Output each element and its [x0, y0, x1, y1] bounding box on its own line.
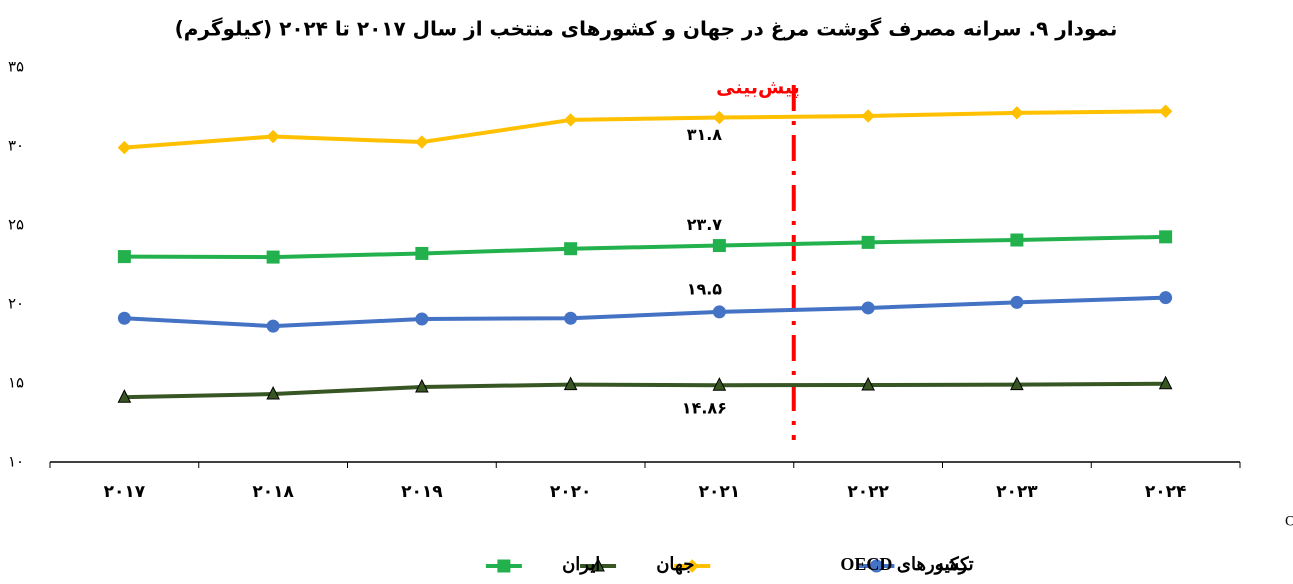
point	[712, 305, 726, 319]
point	[266, 250, 280, 264]
x-tick-label: ۲۰۲۰	[550, 482, 592, 502]
legend-label: کشورهای OECD	[840, 554, 969, 575]
point	[266, 129, 280, 144]
point	[564, 311, 578, 325]
point	[117, 140, 132, 155]
y-tick-label: ۱۵	[8, 374, 24, 392]
point	[712, 239, 726, 253]
point	[415, 246, 429, 260]
forecast-label: پیش‌بینی	[716, 77, 800, 99]
point	[861, 376, 875, 391]
point	[266, 385, 280, 400]
series-line	[124, 381, 1166, 400]
series-line	[124, 295, 1166, 329]
data-label: ۲۳.۷	[687, 215, 723, 234]
point	[563, 376, 578, 391]
point	[685, 559, 699, 573]
series-line	[124, 109, 1166, 150]
x-tick-label: ۲۰۱۹	[401, 482, 443, 502]
point	[266, 319, 280, 333]
point	[1010, 376, 1024, 391]
x-tick-label: ۲۰۲۲	[847, 482, 889, 502]
y-tick-label: ۳۰	[8, 137, 24, 155]
x-tick-label: ۲۰۱۷	[104, 482, 146, 502]
series-line	[124, 234, 1166, 260]
point	[497, 559, 511, 573]
point	[1159, 230, 1173, 244]
source: منبع داده‌ها: OECD	[1285, 513, 1293, 529]
point	[1010, 295, 1024, 309]
y-tick-label: ۲۵	[8, 216, 24, 234]
x-tick-label: ۲۰۲۳	[996, 482, 1038, 502]
legend-label: ایران	[562, 554, 600, 575]
y-tick-label: ۲۰	[8, 295, 24, 313]
point	[117, 311, 131, 325]
point	[1010, 233, 1024, 247]
point	[1158, 104, 1173, 118]
point	[1158, 375, 1173, 390]
x-tick-label: ۲۰۱۸	[252, 482, 294, 502]
point	[861, 235, 875, 249]
point	[869, 559, 883, 573]
point	[591, 557, 605, 572]
point	[415, 135, 429, 149]
chart-title: نمودار ۹. سرانه مصرف گوشت مرغ در جهان و …	[175, 17, 1118, 41]
point	[1010, 106, 1024, 120]
point	[564, 242, 578, 256]
point	[712, 377, 727, 391]
point	[117, 250, 131, 264]
x-tick-label: ۲۰۲۴	[1145, 482, 1187, 502]
legend-label: جهان	[656, 554, 694, 575]
point	[117, 389, 132, 403]
legend-label: ترکیه	[935, 554, 974, 575]
point	[861, 301, 875, 315]
data-label: ۱۹.۵	[687, 279, 723, 298]
x-tick-label: ۲۰۲۱	[699, 482, 741, 502]
point	[563, 113, 578, 127]
y-tick-label: ۱۰	[8, 453, 24, 471]
point	[415, 312, 429, 326]
point	[861, 109, 875, 123]
point	[1159, 291, 1173, 305]
point	[415, 378, 429, 393]
y-tick-label: ۳۵	[8, 58, 24, 76]
data-label: ۳۱.۸	[687, 125, 723, 144]
point	[712, 110, 727, 125]
data-label: ۱۴.۸۶	[682, 399, 727, 418]
